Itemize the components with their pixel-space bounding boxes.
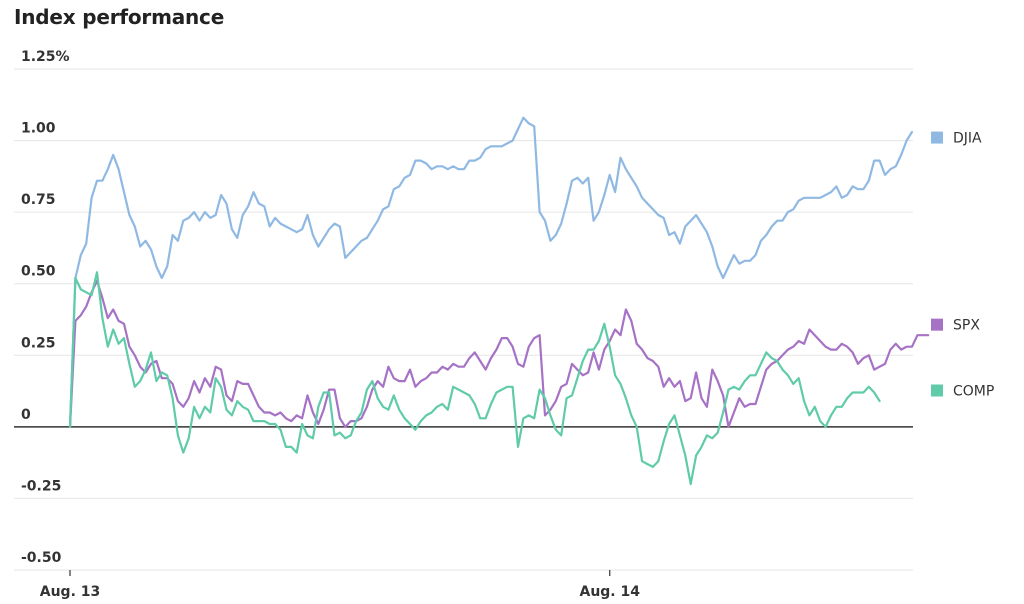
legend-swatch-djia [931, 131, 943, 144]
legend-item-djia: DJIA [931, 131, 982, 147]
legend-item-comp: COMP [931, 384, 994, 400]
x-tick-label-0: Aug. 13 [40, 584, 101, 600]
series-line-comp [68, 271, 881, 486]
y-axis-tick-labels: 1.25% 1.00 0.75 0.50 0.25 0 -0.25 -0.50 [21, 49, 70, 566]
legend-label-spx: SPX [953, 318, 980, 334]
y-tick-label-2: 0.75 [21, 192, 56, 208]
y-tick-label-7: -0.50 [21, 550, 62, 566]
y-tick-label-5: 0 [21, 407, 31, 423]
y-tick-label-6: -0.25 [21, 478, 61, 494]
y-tick-label-4: 0.25 [21, 335, 56, 351]
y-tick-label-1: 1.00 [21, 121, 56, 137]
legend-label-comp: COMP [953, 384, 994, 400]
legend-swatch-spx [931, 318, 943, 331]
series-line-spx [68, 279, 930, 428]
y-tick-label-0: 1.25% [21, 49, 70, 65]
legend: DJIA SPX COMP [931, 131, 994, 400]
y-tick-label-3: 0.50 [21, 264, 56, 280]
x-axis: Aug. 13 Aug. 14 [14, 569, 913, 600]
legend-label-djia: DJIA [953, 131, 982, 147]
legend-swatch-comp [931, 384, 943, 397]
x-tick-label-1: Aug. 14 [579, 584, 640, 600]
legend-item-spx: SPX [931, 318, 980, 334]
gridlines [14, 68, 913, 571]
series-lines [68, 116, 930, 486]
series-line-djia [68, 116, 914, 428]
chart-title: Index performance [14, 5, 225, 29]
